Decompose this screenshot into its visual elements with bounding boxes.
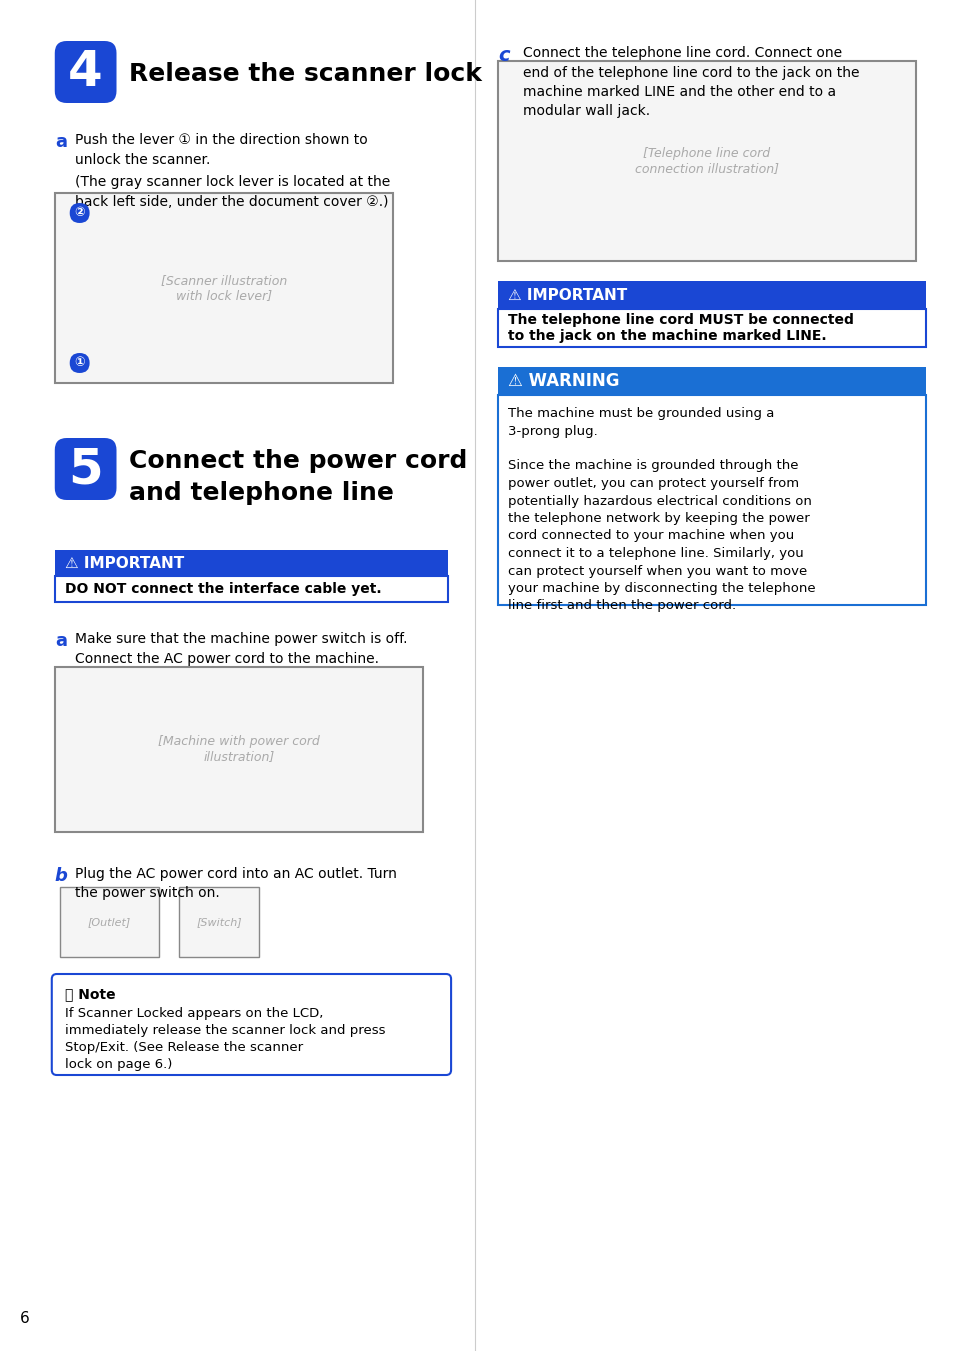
Bar bbox=[497, 309, 925, 347]
Text: Push the lever ① in the direction shown to
unlock the scanner.: Push the lever ① in the direction shown … bbox=[74, 132, 367, 166]
FancyBboxPatch shape bbox=[54, 41, 116, 103]
Bar bbox=[497, 394, 925, 605]
Text: ②: ② bbox=[74, 207, 85, 219]
Text: [Machine with power cord
illustration]: [Machine with power cord illustration] bbox=[158, 735, 319, 763]
FancyBboxPatch shape bbox=[70, 203, 90, 223]
Text: [Switch]: [Switch] bbox=[196, 917, 242, 927]
Text: If Scanner Locked appears on the LCD,
immediately release the scanner lock and p: If Scanner Locked appears on the LCD, im… bbox=[65, 1006, 385, 1071]
Text: The machine must be grounded using a
3-prong plug.

Since the machine is grounde: The machine must be grounded using a 3-p… bbox=[507, 407, 815, 612]
Bar bbox=[179, 888, 258, 957]
Text: a: a bbox=[54, 632, 67, 650]
Bar bbox=[497, 61, 915, 261]
Text: ⚠ WARNING: ⚠ WARNING bbox=[507, 372, 618, 390]
Text: DO NOT connect the interface cable yet.: DO NOT connect the interface cable yet. bbox=[65, 582, 381, 596]
Text: Connect the power cord
and telephone line: Connect the power cord and telephone lin… bbox=[130, 449, 467, 505]
FancyBboxPatch shape bbox=[70, 353, 90, 373]
Text: b: b bbox=[54, 867, 68, 885]
Text: [Telephone line cord
connection illustration]: [Telephone line cord connection illustra… bbox=[635, 147, 779, 176]
Bar bbox=[54, 667, 423, 832]
Bar bbox=[54, 576, 448, 603]
Text: [Scanner illustration
with lock lever]: [Scanner illustration with lock lever] bbox=[161, 274, 287, 303]
Text: c: c bbox=[497, 46, 509, 65]
Text: 4: 4 bbox=[69, 49, 103, 96]
Text: 5: 5 bbox=[69, 444, 103, 493]
Text: Make sure that the machine power switch is off.
Connect the AC power cord to the: Make sure that the machine power switch … bbox=[74, 632, 407, 666]
Bar bbox=[54, 550, 448, 576]
Text: ⚠ IMPORTANT: ⚠ IMPORTANT bbox=[507, 288, 626, 303]
Text: Release the scanner lock: Release the scanner lock bbox=[130, 62, 482, 86]
FancyBboxPatch shape bbox=[51, 974, 451, 1075]
Text: [Outlet]: [Outlet] bbox=[88, 917, 131, 927]
Text: 6: 6 bbox=[20, 1310, 30, 1325]
Bar bbox=[54, 193, 393, 382]
FancyBboxPatch shape bbox=[54, 438, 116, 500]
Text: The telephone line cord MUST be connected
to the jack on the machine marked LINE: The telephone line cord MUST be connecte… bbox=[507, 313, 853, 343]
Text: a: a bbox=[54, 132, 67, 151]
Text: ⚠ IMPORTANT: ⚠ IMPORTANT bbox=[65, 555, 184, 570]
Bar bbox=[497, 367, 925, 394]
Text: 📝 Note: 📝 Note bbox=[65, 988, 115, 1001]
Text: ①: ① bbox=[74, 357, 85, 370]
Bar bbox=[60, 888, 159, 957]
Text: Connect the telephone line cord. Connect one
end of the telephone line cord to t: Connect the telephone line cord. Connect… bbox=[522, 46, 859, 119]
Text: Plug the AC power cord into an AC outlet. Turn
the power switch on.: Plug the AC power cord into an AC outlet… bbox=[74, 867, 396, 901]
Text: (The gray scanner lock lever is located at the
back left side, under the documen: (The gray scanner lock lever is located … bbox=[74, 176, 390, 208]
Bar bbox=[497, 281, 925, 309]
